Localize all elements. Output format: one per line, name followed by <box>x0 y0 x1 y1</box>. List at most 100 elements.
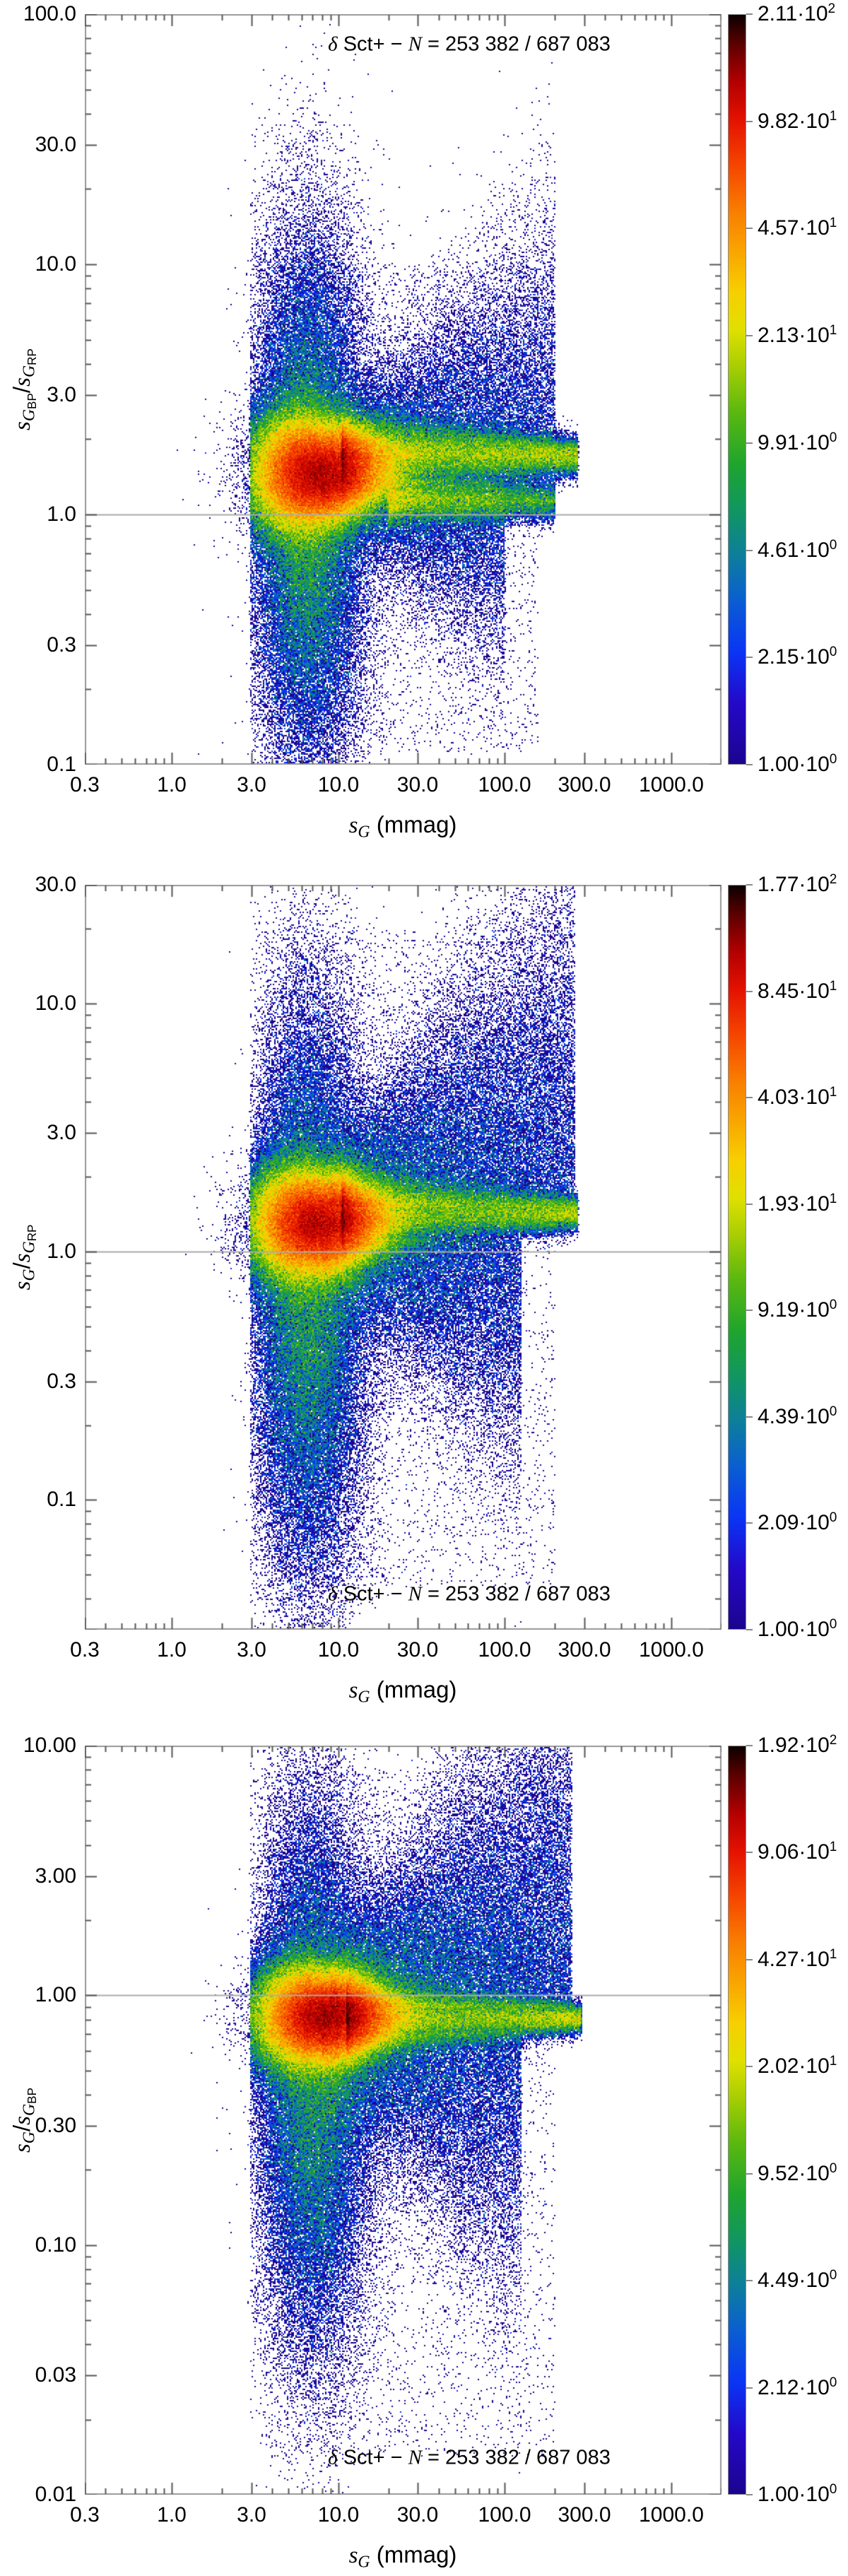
sample-annotation: δ Sct+ − N = 253 382 / 687 083 <box>328 2447 611 2470</box>
colorbar-tick-label: 4.39·100 <box>758 1404 837 1428</box>
colorbar-tick-mark <box>746 884 753 886</box>
y-den-var: s <box>9 2116 35 2125</box>
colorbar-tick-base: 2.12·10 <box>758 2376 830 2399</box>
y-axis-tick-label: 0.01 <box>35 2483 76 2506</box>
annotation-delta: δ <box>328 33 338 56</box>
colorbar-tick-base: 2.13·10 <box>758 324 830 347</box>
x-axis-tick-label: 1.0 <box>157 1638 187 1662</box>
y-axis-title: sG/sGBP <box>8 2088 40 2153</box>
colorbar-tick-exp: 1 <box>829 1840 837 1854</box>
x-axis-tick-label: 1.0 <box>157 2503 187 2527</box>
colorbar-tick-mark <box>746 2280 753 2281</box>
colorbar-tick-mark <box>746 1745 753 1746</box>
colorbar-tick-base: 1.00·10 <box>758 2483 830 2506</box>
x-axis-var-sub: G <box>358 1688 370 1707</box>
y-slash: / <box>8 2124 35 2132</box>
y-den-var: s <box>9 377 35 387</box>
colorbar-tick-base: 9.19·10 <box>758 1298 830 1322</box>
colorbar-tick-label: 9.19·100 <box>758 1298 837 1322</box>
x-axis-tick-label: 1000.0 <box>639 1638 704 1662</box>
x-axis-title: sG (mmag) <box>349 2541 457 2572</box>
colorbar-tick-exp: 1 <box>829 323 837 338</box>
x-axis-tick-label: 1000.0 <box>639 2503 704 2527</box>
colorbar-tick-exp: 0 <box>829 2375 837 2390</box>
x-axis-var: s <box>348 813 358 838</box>
annotation-class: Sct+ − <box>337 1582 408 1606</box>
x-axis-tick-label: 100.0 <box>478 2503 531 2527</box>
x-axis-tick-label: 30.0 <box>396 773 439 796</box>
colorbar-tick-base: 1.92·10 <box>758 1734 830 1757</box>
y-axis-tick-label: 0.30 <box>35 2114 76 2137</box>
colorbar-tick-base: 2.09·10 <box>758 1511 830 1534</box>
y-den-sub: G <box>20 1241 39 1254</box>
colorbar-tick-label: 2.13·101 <box>758 323 837 347</box>
colorbar-panel-2 <box>728 885 746 1630</box>
colorbar-tick-base: 9.06·10 <box>758 1840 830 1864</box>
y-den-sub: G <box>20 2103 39 2117</box>
colorbar-tick-exp: 2 <box>829 872 837 887</box>
colorbar-tick-exp: 0 <box>829 2482 837 2497</box>
colorbar-tick-exp: 1 <box>829 2054 837 2069</box>
colorbar-tick-mark <box>746 121 753 122</box>
colorbar-tick-label: 4.57·101 <box>758 216 837 239</box>
colorbar-tick-exp: 0 <box>829 430 837 445</box>
annotation-counts: = 253 382 / 687 083 <box>421 1582 611 1606</box>
y-axis-tick-label: 3.0 <box>47 383 76 406</box>
colorbar-tick-exp: 0 <box>829 1617 837 1632</box>
y-axis-title: sG/sGRP <box>8 1224 40 1290</box>
x-axis-tick-label: 10.0 <box>317 1638 360 1662</box>
colorbar-tick-mark <box>746 1522 753 1524</box>
colorbar-tick-mark <box>746 2387 753 2389</box>
y-num-sub: G <box>20 2131 39 2144</box>
colorbar-tick-base: 1.00·10 <box>758 753 830 776</box>
colorbar-tick-exp: 1 <box>829 979 837 994</box>
y-den-var: s <box>9 1253 35 1263</box>
colorbar-panel-1 <box>728 14 746 765</box>
colorbar-tick-base: 9.91·10 <box>758 431 830 454</box>
x-axis-var-sub: G <box>358 2553 370 2572</box>
x-axis-tick-label: 300.0 <box>558 773 611 796</box>
x-axis-tick-label: 100.0 <box>478 773 531 796</box>
x-axis-tick-label: 3.0 <box>237 2503 266 2527</box>
annotation-counts: = 253 382 / 687 083 <box>421 33 611 56</box>
colorbar-tick-label: 9.91·100 <box>758 430 837 454</box>
x-axis-unit: (mmag) <box>370 2541 457 2568</box>
colorbar-tick-mark <box>746 2494 753 2495</box>
x-axis-tick-label: 100.0 <box>478 1638 531 1662</box>
density-plot-canvas-panel-3 <box>85 1746 722 2495</box>
colorbar-tick-mark <box>746 1629 753 1630</box>
colorbar-tick-base: 1.77·10 <box>758 873 830 896</box>
colorbar-tick-mark <box>746 1097 753 1098</box>
colorbar-tick-exp: 0 <box>829 1510 837 1525</box>
colorbar-tick-exp: 1 <box>829 1947 837 1962</box>
x-axis-tick-label: 1.0 <box>157 773 187 796</box>
colorbar-tick-exp: 0 <box>829 752 837 767</box>
colorbar-tick-label: 1.77·102 <box>758 872 837 896</box>
y-axis-tick-label: 1.00 <box>35 1983 76 2006</box>
x-axis-tick-label: 30.0 <box>396 1638 439 1662</box>
colorbar-tick-exp: 2 <box>828 1 836 16</box>
colorbar-tick-exp: 0 <box>829 538 837 553</box>
x-axis-var: s <box>348 1678 358 1703</box>
x-axis-unit: (mmag) <box>370 1676 457 1702</box>
colorbar-tick-base: 8.45·10 <box>758 980 830 1003</box>
colorbar-tick-label: 4.03·101 <box>758 1085 837 1108</box>
colorbar-tick-exp: 1 <box>829 1085 837 1100</box>
colorbar-tick-base: 9.52·10 <box>758 2162 830 2185</box>
x-axis-tick-label: 3.0 <box>237 773 266 796</box>
density-plot-canvas-panel-1 <box>85 14 722 765</box>
y-den-subsub: RP <box>25 348 40 365</box>
x-axis-title: sG (mmag) <box>349 1676 457 1707</box>
x-axis-tick-label: 30.0 <box>396 2503 439 2527</box>
colorbar-tick-exp: 1 <box>829 1192 837 1206</box>
y-num-subsub: BP <box>25 393 40 409</box>
sample-annotation: δ Sct+ − N = 253 382 / 687 083 <box>328 1583 611 1606</box>
colorbar-tick-label: 4.49·100 <box>758 2269 837 2291</box>
colorbar-tick-mark <box>746 335 753 336</box>
colorbar-tick-label: 8.45·101 <box>758 979 837 1003</box>
colorbar-tick-exp: 0 <box>829 1404 837 1419</box>
x-axis-tick-label: 0.3 <box>70 773 100 796</box>
y-axis-tick-label: 3.0 <box>47 1121 76 1144</box>
x-axis-tick-label: 1000.0 <box>639 773 704 796</box>
